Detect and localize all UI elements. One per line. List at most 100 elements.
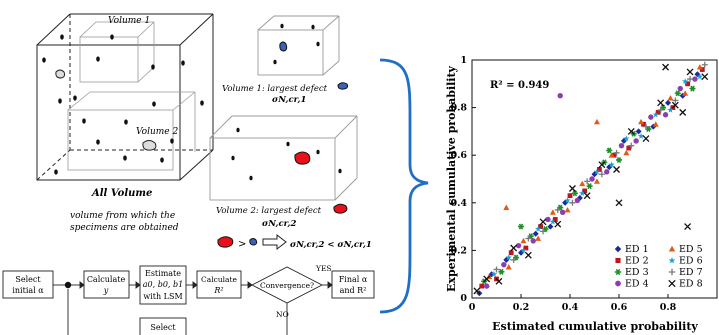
vol1-caption-defect-icon: [337, 82, 349, 90]
inner-vol1-front: [79, 36, 139, 83]
data-point-ed-8: [483, 275, 491, 283]
data-point-ed-8: [679, 108, 687, 116]
data-point-ed-2: [538, 224, 543, 229]
data-point-ed-7: [493, 266, 500, 273]
data-point-ed-5: [593, 178, 600, 184]
vol1-edge: [322, 15, 340, 31]
defect-dot: [181, 60, 185, 66]
data-point-ed-3: [571, 190, 578, 197]
data-point-ed-4: [648, 114, 654, 120]
data-point-ed-5: [520, 237, 527, 244]
data-point-ed-4: [557, 93, 563, 99]
vol1-front: [257, 29, 324, 76]
x-tick-label: 0.8: [660, 302, 677, 313]
data-point-ed-5: [505, 264, 512, 270]
defect-dot: [152, 101, 156, 107]
legend: ED 1ED 2ED 3ED 4 ED 5ED 6ED 7ED 8: [614, 244, 703, 290]
data-point-ed-8: [662, 63, 670, 71]
data-point-ed-2: [567, 193, 573, 199]
all-volume-caption-2: specimens are obtained: [70, 223, 179, 233]
legend-label: ED 3: [625, 267, 649, 278]
final-box: [331, 270, 375, 299]
final-line1: Final α: [339, 275, 368, 284]
data-point-ed-1: [665, 99, 671, 106]
vol1-caption: Volume 1: largest defect: [222, 84, 328, 94]
all-volume-title: All Volume: [91, 188, 152, 199]
data-point-ed-4: [530, 238, 536, 244]
data-point-ed-4: [484, 283, 490, 289]
y-tick-label: 1: [460, 55, 467, 66]
data-point-ed-7: [701, 61, 708, 68]
inner-volume-2: [67, 91, 196, 171]
legend-marker: [614, 268, 622, 276]
volume1-cube: [257, 15, 340, 76]
compare-blue-defect-icon: [249, 238, 258, 246]
data-point-ed-8: [568, 185, 576, 192]
data-point-ed-6: [549, 218, 556, 225]
compare-gt: >: [238, 239, 246, 250]
data-point-ed-8: [473, 287, 481, 295]
data-point-ed-6: [579, 189, 586, 196]
select-bottom-box: [139, 317, 187, 335]
x-tick-label: 0.2: [513, 302, 530, 313]
data-point-ed-5: [652, 121, 659, 127]
legend-label: ED 4: [625, 279, 649, 290]
defect-largest-vol1-grey: [55, 69, 66, 79]
legend-marker: [615, 257, 621, 264]
no-label: NO: [276, 310, 289, 319]
data-point-ed-7: [540, 228, 547, 235]
data-point-ed-8: [524, 251, 532, 259]
x-axis-label: Estimated cumulative probability: [492, 320, 698, 333]
data-point-ed-4: [501, 261, 507, 268]
data-point-ed-4: [662, 112, 669, 118]
defect-dot: [280, 23, 284, 29]
data-point-ed-8: [684, 223, 692, 231]
data-point-ed-3: [586, 183, 593, 190]
data-point-ed-5: [535, 235, 542, 241]
defect-dot: [160, 157, 164, 163]
defect-dot: [58, 98, 62, 104]
data-point-ed-6: [637, 132, 645, 139]
vol1-edge: [322, 60, 340, 76]
legend-marker: [668, 268, 676, 276]
data-point-ed-8: [671, 101, 679, 109]
data-point-ed-6: [682, 78, 689, 85]
defect-dot: [338, 168, 342, 174]
data-point-ed-4: [677, 85, 683, 92]
defect-dot: [82, 118, 86, 124]
volume1-label: Volume 1: [108, 16, 150, 26]
data-point-ed-8: [627, 127, 635, 135]
data-point-ed-8: [686, 68, 694, 76]
y-tick-label: 0.4: [450, 198, 467, 209]
defect-dot: [110, 34, 114, 40]
data-point-ed-8: [554, 220, 562, 228]
data-point-ed-5: [682, 90, 689, 96]
vol2-defects: [231, 127, 342, 181]
axis-ticks: 0 0.2 0.4 0.6 0.8 0 0.2 0.4 0.6 0.8 1: [450, 55, 676, 313]
estimate-line2: a0, b0, b1: [143, 280, 183, 289]
data-point-ed-4: [604, 169, 610, 175]
data-point-ed-2: [508, 250, 514, 256]
data-point-ed-6: [505, 254, 512, 261]
data-point-ed-5: [667, 95, 674, 101]
data-point-ed-8: [495, 277, 503, 285]
data-point-ed-2: [552, 217, 558, 222]
defect-dot: [311, 24, 315, 30]
vol2-edge: [334, 115, 358, 139]
cube-front-face: [36, 44, 181, 181]
y-tick-label: 0.8: [450, 103, 467, 114]
defect-dot: [54, 169, 58, 175]
vol2-front: [209, 137, 336, 201]
vol2-caption-defect-icon: [333, 203, 348, 214]
vol1-defects: [273, 23, 320, 65]
data-point-ed-4: [574, 197, 581, 204]
vol1-sigma: σN,cr,1: [272, 95, 306, 105]
data-point-ed-5: [549, 209, 556, 215]
select-initial-box: [2, 270, 54, 299]
legend-label: ED 5: [679, 244, 703, 255]
data-point-ed-3: [518, 223, 524, 230]
defect-dot: [123, 155, 127, 161]
data-point-ed-4: [515, 242, 522, 249]
legend-label: ED 7: [679, 267, 703, 278]
calculate-r2-line2: R²: [213, 286, 223, 295]
